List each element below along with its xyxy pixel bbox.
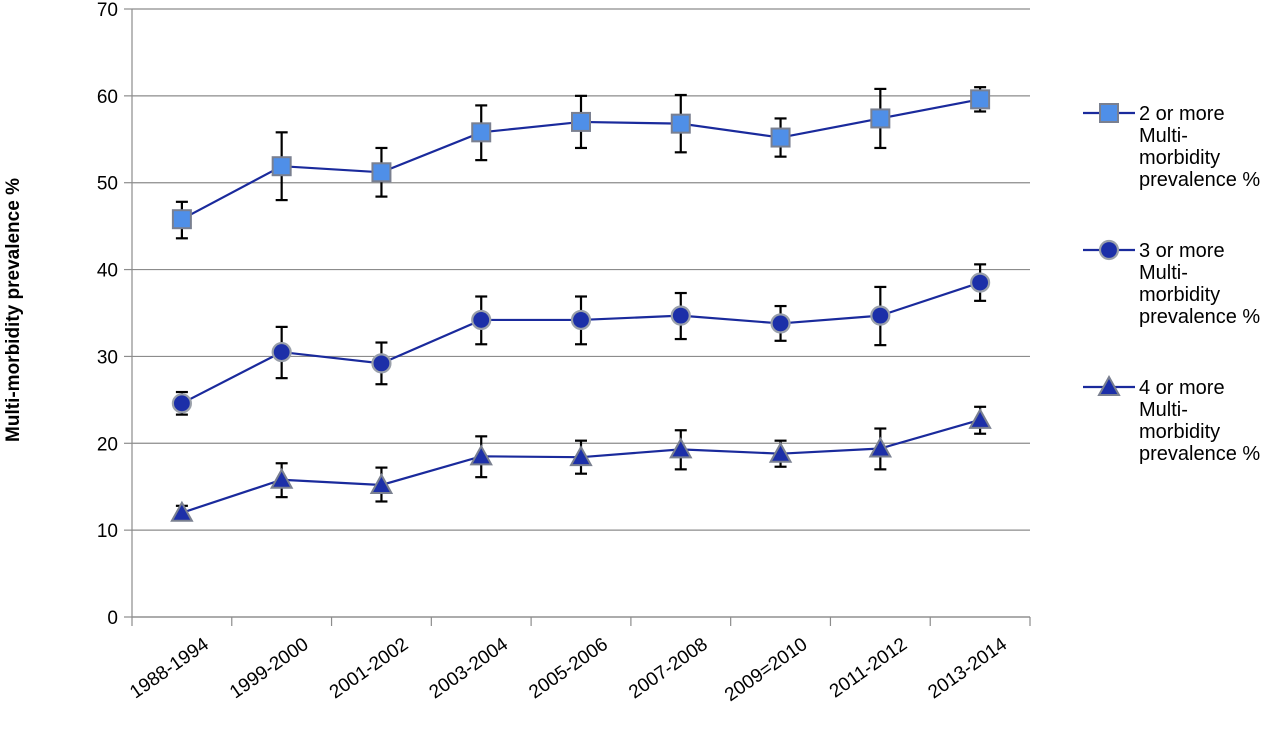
data-point-marker [569,445,593,467]
y-tick-label: 10 [97,521,118,542]
y-tick-label: 0 [107,608,118,629]
series-2 [171,263,991,416]
data-point-marker [970,272,991,293]
y-tick-label: 20 [97,434,118,455]
y-axis-title: Multi-morbidity prevalence % [3,178,24,442]
legend-label: 3 or more [1139,240,1225,262]
x-tick-label: 2011-2012 [826,634,911,703]
data-point-marker [271,156,292,177]
data-point-marker [870,108,891,129]
legend-label: Multi- [1139,399,1188,421]
data-point-marker [271,341,292,363]
data-point-marker [471,309,492,331]
data-point-marker [371,353,392,374]
legend-label: prevalence % [1139,443,1260,465]
legend-label: morbidity [1139,147,1220,169]
data-point-marker [670,305,691,326]
data-point-marker [571,111,591,132]
legend-label: 2 or more [1139,103,1225,125]
data-point-marker [171,209,192,230]
legend-marker [1097,374,1121,396]
series-1 [171,86,991,240]
data-point-marker [870,305,891,326]
data-point-marker [970,89,991,110]
data-point-marker [469,444,493,466]
legend-label: morbidity [1139,284,1220,306]
data-point-marker [770,127,791,148]
x-tick-label: 2013-2014 [924,634,1011,704]
legend-marker [1099,103,1119,123]
x-tick-label: 2007-2008 [625,634,711,703]
x-tick-label: 2009=2010 [721,634,811,706]
data-point-marker [171,393,192,414]
data-point-marker [170,500,194,522]
legend-label: morbidity [1139,421,1220,443]
axes: 0 10 20 30 40 50 60 70 1988-1994 1999-2000 2001-20… [97,0,1031,706]
data-point-marker [471,122,492,143]
y-tick-label: 30 [97,347,118,368]
x-tick-label: 1999-2000 [226,634,312,703]
y-tick-label: 70 [97,0,118,21]
legend-label: Multi- [1139,125,1188,147]
data-point-marker [669,437,693,459]
data-point-marker [570,309,592,331]
legend-label: prevalence % [1139,306,1260,328]
legend-label: 4 or more [1139,377,1225,399]
x-tick-label: 2005-2006 [525,634,611,703]
y-tick-label: 60 [97,87,118,108]
data-point-marker [269,467,294,489]
data-point-marker [770,313,791,334]
data-point-marker [670,113,691,134]
x-tick-label: 2003-2004 [426,634,513,704]
x-tick-label: 2001-2002 [326,634,412,703]
data-point-marker [768,441,793,463]
y-tick-label: 50 [97,174,118,195]
x-tick-label: 1988-1994 [126,634,213,704]
data-point-marker [868,436,893,458]
plot-series [170,86,992,522]
series-3 [170,405,992,522]
legend-label: Multi- [1139,262,1188,284]
data-point-marker [968,407,992,429]
y-tick-label: 40 [97,261,118,282]
legend-marker [1098,239,1120,261]
data-point-marker [371,162,392,183]
legend-label: prevalence % [1139,169,1260,191]
data-point-marker [369,472,394,494]
